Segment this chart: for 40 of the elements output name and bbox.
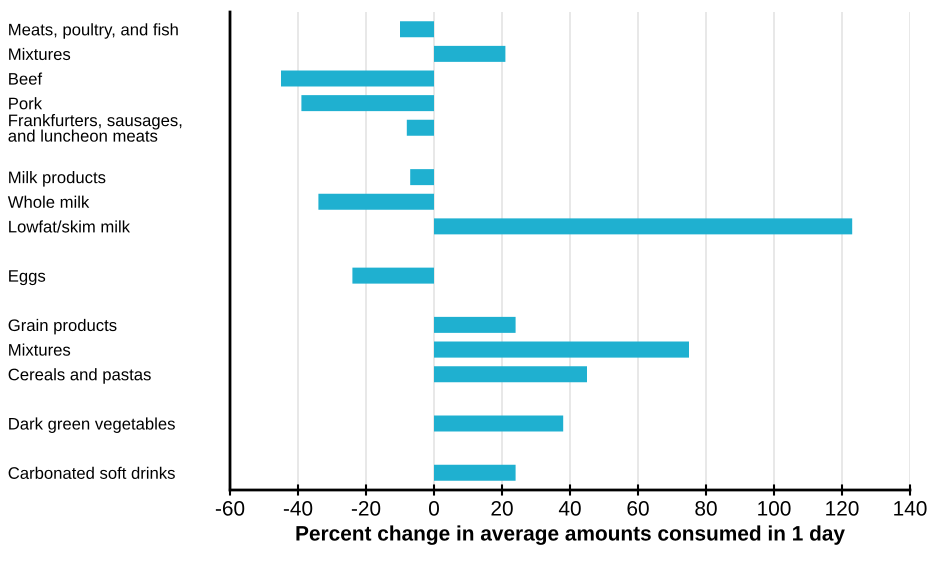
bar: [400, 21, 434, 38]
x-tick-label: 0: [429, 500, 439, 516]
bar: [301, 95, 434, 112]
bar: [434, 464, 516, 481]
bar: [434, 316, 516, 333]
x-tick-label: 140: [894, 500, 927, 516]
x-tick-label: 40: [558, 500, 581, 516]
bar: [434, 415, 564, 432]
y-tick-label: Carbonated soft drinks: [8, 466, 175, 479]
bar: [352, 268, 434, 284]
y-tick-label: Milk products: [9, 171, 106, 187]
bar: [318, 194, 434, 210]
y-tick-label: Frankfurters, sausages, and luncheon meats: [8, 114, 182, 142]
x-tick-label: -20: [352, 500, 380, 516]
x-tick-label: 60: [627, 500, 649, 516]
y-tick-label: Beef: [9, 72, 42, 85]
bar: [410, 169, 434, 186]
bar: [434, 342, 689, 358]
y-tick-label: Pork: [9, 97, 42, 110]
x-tick-label: 80: [695, 500, 717, 516]
bar: [406, 120, 434, 136]
y-tick-label: Cereals and pastas: [8, 368, 151, 384]
y-tick-label: Whole milk: [8, 196, 90, 208]
x-tick-label: -40: [284, 500, 312, 516]
y-tick-label: Mixtures: [9, 344, 70, 356]
x-tick-label: -60: [216, 500, 244, 516]
y-tick-label: Mixtures: [9, 48, 70, 60]
y-tick-label: Meats, poultry, and fish: [9, 23, 178, 39]
y-tick-label: Grain products: [8, 318, 116, 334]
y-tick-label: Dark green vegetables: [9, 417, 175, 433]
bar: [434, 46, 506, 62]
x-tick-label: 20: [491, 500, 513, 516]
bar: [281, 70, 434, 87]
bar: [434, 366, 587, 382]
x-tick-label: 120: [826, 500, 859, 516]
x-tick-label: 100: [758, 500, 791, 516]
y-tick-label: Lowfat/skim milk: [9, 220, 130, 233]
x-axis-title: Percent change in average amounts consumed in 1 day: [296, 525, 845, 545]
y-tick-label: Eggs: [9, 270, 46, 286]
bar: [434, 218, 852, 234]
